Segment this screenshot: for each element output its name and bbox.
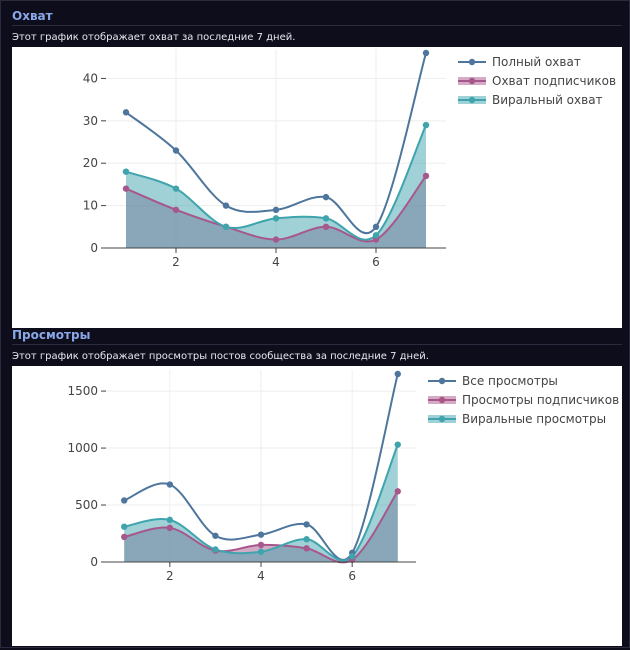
- point-total[interactable]: [422, 49, 430, 57]
- legend-marker: [468, 96, 476, 104]
- y-tick-label: 1000: [67, 441, 98, 455]
- legend-item-subscribers[interactable]: Охват подписчиков: [458, 74, 616, 88]
- point-subscribers[interactable]: [394, 488, 401, 495]
- legend-item-total[interactable]: Все просмотры: [428, 374, 558, 388]
- point-subscribers[interactable]: [172, 206, 180, 214]
- point-total[interactable]: [303, 521, 310, 528]
- y-tick-label: 1500: [67, 384, 98, 398]
- views-chart[interactable]: 2 4 6 0 500 1000 1500 Все просмотры Просмотры по…: [12, 366, 622, 646]
- point-viral[interactable]: [272, 215, 280, 222]
- point-subscribers[interactable]: [166, 524, 174, 532]
- legend-label: Все просмотры: [462, 374, 558, 388]
- legend-marker: [438, 396, 446, 404]
- point-total[interactable]: [272, 206, 280, 214]
- point-viral[interactable]: [222, 223, 230, 231]
- point-total[interactable]: [222, 202, 230, 209]
- x-tick-label: 6: [372, 255, 380, 269]
- section-description-views: Этот график отображает просмотры постов …: [12, 351, 429, 362]
- point-viral[interactable]: [166, 516, 174, 524]
- point-subscribers[interactable]: [122, 185, 130, 192]
- legend-marker: [468, 58, 476, 66]
- legend-label: Просмотры подписчиков: [462, 393, 619, 407]
- section-title-reach: Охват: [12, 9, 53, 23]
- point-viral[interactable]: [212, 546, 219, 553]
- legend-label: Полный охват: [492, 55, 581, 69]
- point-subscribers[interactable]: [272, 236, 280, 243]
- point-viral[interactable]: [348, 553, 356, 560]
- reach-chart[interactable]: 2 4 6 0 10 20 30 40 Полный охват Охват подписчико…: [12, 47, 622, 328]
- point-viral[interactable]: [322, 215, 330, 222]
- line-total: [125, 52, 427, 235]
- point-viral[interactable]: [122, 168, 130, 175]
- point-total[interactable]: [322, 193, 330, 201]
- point-total[interactable]: [257, 531, 265, 538]
- section-divider: [12, 25, 622, 26]
- section-divider: [12, 344, 622, 345]
- legend-marker: [468, 77, 476, 85]
- point-total[interactable]: [172, 147, 180, 154]
- point-total[interactable]: [372, 223, 380, 231]
- x-tick-label: 2: [166, 569, 174, 583]
- point-total[interactable]: [121, 497, 128, 504]
- legend-item-total[interactable]: Полный охват: [458, 55, 581, 69]
- point-viral[interactable]: [121, 523, 128, 530]
- y-tick-label: 20: [83, 156, 98, 170]
- area-viral: [126, 125, 426, 248]
- point-subscribers[interactable]: [422, 172, 430, 180]
- point-viral[interactable]: [422, 121, 430, 129]
- x-tick-label: 4: [272, 255, 280, 269]
- y-tick-label: 30: [83, 114, 98, 128]
- y-tick-label: 500: [75, 498, 98, 512]
- legend-marker: [438, 415, 446, 423]
- x-tick-label: 2: [172, 255, 180, 269]
- chart-panel-reach[interactable]: 2 4 6 0 10 20 30 40 Полный охват Охват подписчико…: [12, 47, 622, 328]
- legend-item-viral[interactable]: Виральные просмотры: [428, 412, 606, 426]
- point-subscribers[interactable]: [121, 533, 128, 541]
- point-viral[interactable]: [372, 232, 380, 239]
- point-subscribers[interactable]: [322, 223, 330, 231]
- area-viral: [124, 444, 398, 562]
- point-total[interactable]: [212, 532, 219, 539]
- y-tick-label: 10: [83, 199, 98, 213]
- point-viral[interactable]: [257, 548, 265, 555]
- point-viral[interactable]: [303, 536, 310, 543]
- x-tick-label: 4: [257, 569, 265, 583]
- point-total[interactable]: [394, 370, 401, 378]
- legend-marker: [438, 377, 446, 385]
- point-subscribers[interactable]: [303, 545, 310, 552]
- section-title-views: Просмотры: [12, 328, 91, 342]
- chart-panel-views[interactable]: 2 4 6 0 500 1000 1500 Все просмотры Просмотры по…: [12, 366, 622, 646]
- legend-item-viral[interactable]: Виральный охват: [458, 93, 603, 107]
- y-tick-label: 40: [83, 71, 98, 85]
- legend-label: Охват подписчиков: [492, 74, 616, 88]
- legend-item-subscribers[interactable]: Просмотры подписчиков: [428, 393, 619, 407]
- point-total[interactable]: [122, 109, 130, 116]
- section-description-reach: Этот график отображает охват за последни…: [12, 32, 296, 43]
- point-total[interactable]: [166, 481, 174, 488]
- point-subscribers[interactable]: [257, 541, 265, 549]
- point-viral[interactable]: [172, 185, 180, 192]
- y-tick-label: 0: [90, 241, 98, 255]
- point-viral[interactable]: [394, 441, 401, 448]
- x-tick-label: 6: [348, 569, 356, 583]
- legend-label: Виральные просмотры: [462, 412, 606, 426]
- y-tick-label: 0: [90, 555, 98, 569]
- legend-label: Виральный охват: [492, 93, 603, 107]
